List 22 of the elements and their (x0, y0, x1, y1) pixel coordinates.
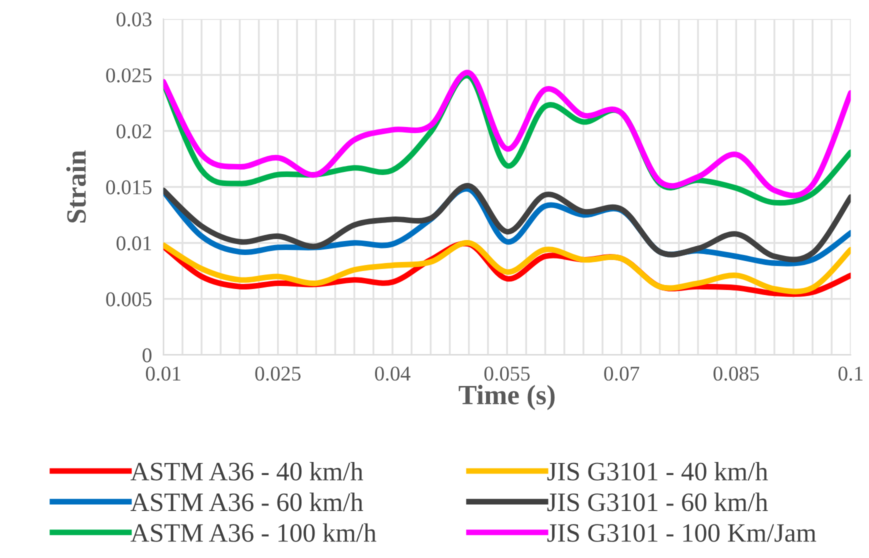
legend-label: ASTM A36 - 100 km/h (130, 523, 376, 542)
legend-label: ASTM A36 - 60 km/h (130, 492, 364, 512)
y-tick-label: 0.025 (106, 68, 152, 82)
legend-label: ASTM A36 - 40 km/h (130, 462, 364, 481)
y-tick-label: 0.01 (116, 236, 152, 250)
legend-label: JIS G3101 - 40 km/h (547, 462, 768, 481)
y-tick-label: 0 (142, 348, 152, 362)
legend-label: JIS G3101 - 100 Km/Jam (547, 524, 816, 542)
x-tick-label: 0.025 (255, 366, 301, 381)
x-tick-label: 0.04 (375, 366, 410, 381)
y-tick-label: 0.005 (106, 292, 152, 306)
x-tick-label: 0.085 (714, 366, 759, 381)
y-tick-label: 0.03 (116, 12, 152, 26)
x-axis-title: Time (s) (458, 384, 555, 410)
legend-label: JIS G3101 - 60 km/h (547, 492, 768, 512)
x-tick-label: 0.01 (146, 366, 180, 381)
x-tick-label: 0.1 (838, 366, 863, 381)
y-tick-label: 0.015 (106, 180, 152, 194)
x-tick-label: 0.07 (604, 366, 640, 381)
y-axis-title: Strain (66, 150, 86, 222)
x-tick-label: 0.055 (484, 366, 530, 381)
y-tick-label: 0.02 (116, 124, 152, 138)
